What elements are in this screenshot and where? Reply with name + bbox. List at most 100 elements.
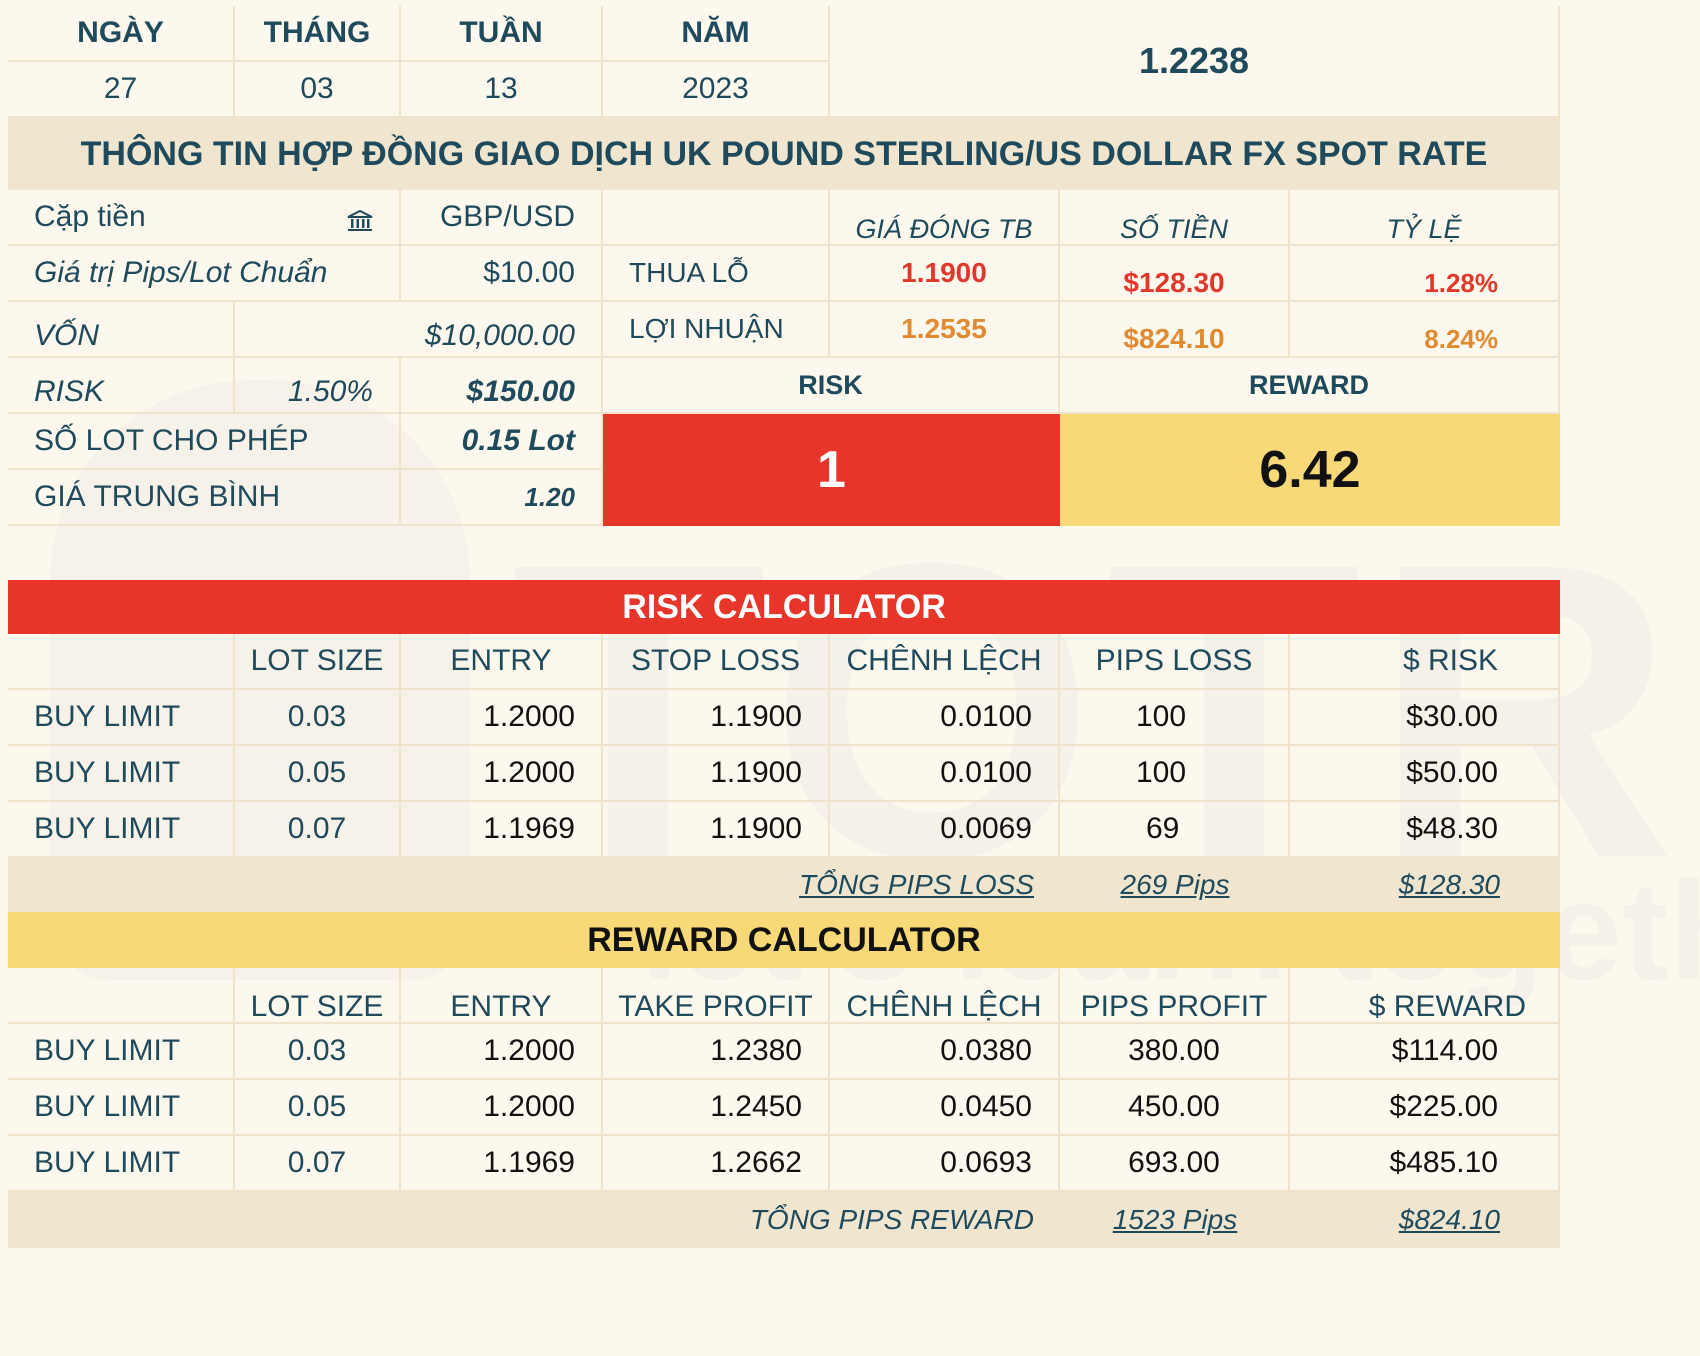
lot-size: 0.05 [235,1080,401,1136]
reward-amount: $485.10 [1290,1136,1560,1192]
difference: 0.0380 [830,1024,1060,1080]
date-header-labels: NGÀY THÁNG TUẦN NĂM [8,6,1692,62]
pip-value: $10.00 [401,246,603,302]
contract-title: THÔNG TIN HỢP ĐỒNG GIAO DỊCH UK POUND ST… [8,118,1560,190]
pair-label: Cặp tiền [34,200,146,233]
week-value: 13 [401,62,603,118]
stop-loss: 1.1900 [603,690,830,746]
risk-col-stop: STOP LOSS [603,634,830,690]
lot-size: 0.03 [235,690,401,746]
table-row: BUY LIMIT 0.05 1.2000 1.2450 0.0450 450.… [8,1080,1692,1136]
risk-calc-header: LOT SIZE ENTRY STOP LOSS CHÊNH LỆCH PIPS… [8,634,1692,690]
reward-total-pips: 1523 Pips [1112,1204,1238,1235]
reward-col-entry: ENTRY [401,968,603,1024]
stop-loss: 1.1900 [603,802,830,858]
order-type: BUY LIMIT [8,690,235,746]
stop-loss: 1.1900 [603,746,830,802]
profit-amount: $824.10 [1060,302,1290,358]
entry-price: 1.2000 [401,1080,603,1136]
pair-value: GBP/USD [401,190,603,246]
reward-header: REWARD [1060,358,1560,414]
avg-value: 1.20 [401,470,603,526]
order-type: BUY LIMIT [8,1080,235,1136]
entry-price: 1.2000 [401,1024,603,1080]
lot-size: 0.03 [235,1024,401,1080]
day-label: NGÀY [8,6,235,62]
difference: 0.0450 [830,1080,1060,1136]
risk-ratio-value: 1 [603,414,1060,526]
summary-blank [603,190,830,246]
risk-col-lot: LOT SIZE [235,634,401,690]
risk-header: RISK [603,358,1060,414]
order-type: BUY LIMIT [8,1136,235,1192]
risk-total-pips: 269 Pips [1120,869,1230,900]
rr-value-row: 1 6.42 [603,414,1560,526]
pips-loss: 100 [1060,746,1290,802]
date-header-values: 27 03 13 2023 [8,62,1692,118]
risk-col-amount: $ RISK [1290,634,1560,690]
loss-label: THUA LỖ [603,246,830,302]
profit-row: LỢI NHUẬN 1.2535 $824.10 8.24% [603,302,1560,358]
summary-header-row: GIÁ ĐÓNG TB SỐ TIỀN TỶ LỆ [603,190,1560,246]
reward-total-label: TỔNG PIPS REWARD [749,1204,1034,1235]
col-ratio-header: TỶ LỆ [1290,190,1560,246]
lots-label: SỐ LOT CHO PHÉP [8,414,401,470]
risk-calculator-title: RISK CALCULATOR [8,580,1560,634]
col-close-header: GIÁ ĐÓNG TB [830,190,1060,246]
pair-row: Cặp tiền GBP/USD [8,190,603,246]
col-amount-header: SỐ TIỀN [1060,190,1290,246]
risk-total-amount: $128.30 [1398,869,1500,900]
avg-row: GIÁ TRUNG BÌNH 1.20 [8,470,603,526]
order-type: BUY LIMIT [8,746,235,802]
risk-percent: 1.50% [235,358,401,414]
risk-col-pips: PIPS LOSS [1060,634,1290,690]
order-type: BUY LIMIT [8,802,235,858]
loss-ratio: 1.28% [1290,246,1560,302]
reward-col-diff: CHÊNH LỆCH [830,968,1060,1024]
reward-col-lot: LOT SIZE [235,968,401,1024]
entry-price: 1.2000 [401,746,603,802]
profit-label: LỢI NHUẬN [603,302,830,358]
avg-label: GIÁ TRUNG BÌNH [8,470,401,526]
risk-col-diff: CHÊNH LỆCH [830,634,1060,690]
capital-label: VỐN [8,302,235,358]
rr-header-row: RISK REWARD [603,358,1560,414]
reward-amount: $114.00 [1290,1024,1560,1080]
current-price: 1.2238 [830,6,1560,118]
entry-price: 1.1969 [401,1136,603,1192]
month-label: THÁNG [235,6,401,62]
take-profit: 1.2450 [603,1080,830,1136]
bank-icon [347,206,373,231]
lots-value: 0.15 Lot [401,414,603,470]
loss-row: THUA LỖ 1.1900 $128.30 1.28% [603,246,1560,302]
month-value: 03 [235,62,401,118]
risk-row: RISK 1.50% $150.00 [8,358,603,414]
reward-col-0 [8,968,235,1024]
risk-label: RISK [8,358,235,414]
difference: 0.0069 [830,802,1060,858]
pips-profit: 693.00 [1060,1136,1290,1192]
capital-value: $10,000.00 [235,302,603,358]
table-row: BUY LIMIT 0.03 1.2000 1.2380 0.0380 380.… [8,1024,1692,1080]
table-row: BUY LIMIT 0.03 1.2000 1.1900 0.0100 100 … [8,690,1692,746]
order-type: BUY LIMIT [8,1024,235,1080]
lot-size: 0.07 [235,802,401,858]
loss-close: 1.1900 [830,246,1060,302]
take-profit: 1.2662 [603,1136,830,1192]
reward-col-pips: PIPS PROFIT [1060,968,1290,1024]
difference: 0.0693 [830,1136,1060,1192]
reward-amount: $225.00 [1290,1080,1560,1136]
table-row: BUY LIMIT 0.07 1.1969 1.1900 0.0069 69 $… [8,802,1692,858]
week-label: TUẦN [401,6,603,62]
risk-total-label: TỔNG PIPS LOSS [799,869,1034,900]
risk-amount: $48.30 [1290,802,1560,858]
day-value: 27 [8,62,235,118]
reward-total-row: TỔNG PIPS REWARD 1523 Pips $824.10 [8,1192,1560,1248]
profit-ratio: 8.24% [1290,302,1560,358]
risk-amount: $50.00 [1290,746,1560,802]
pips-loss: 100 [1060,690,1290,746]
pip-value-row: Giá trị Pips/Lot Chuẩn $10.00 [8,246,603,302]
loss-amount: $128.30 [1060,246,1290,302]
table-row: BUY LIMIT 0.05 1.2000 1.1900 0.0100 100 … [8,746,1692,802]
reward-total-amount: $824.10 [1398,1204,1500,1235]
